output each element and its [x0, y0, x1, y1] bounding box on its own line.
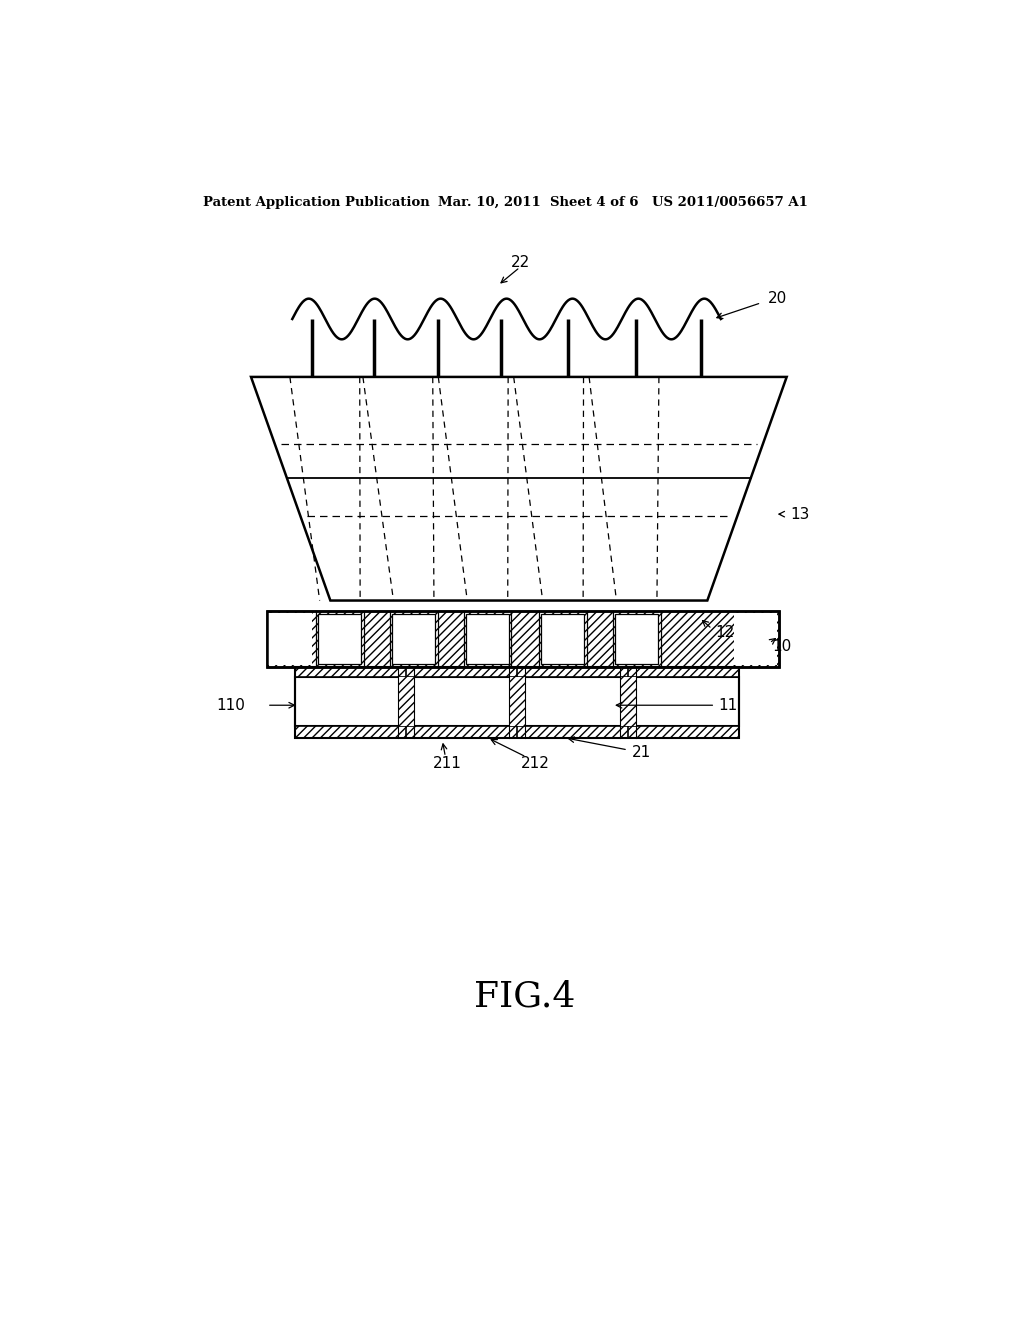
Bar	[268, 612, 312, 664]
Bar	[620, 677, 636, 726]
Bar	[615, 614, 658, 664]
Text: 211: 211	[432, 755, 462, 771]
Bar	[466, 614, 509, 664]
Text: 11: 11	[719, 698, 737, 713]
Bar	[397, 677, 414, 726]
Bar	[397, 677, 414, 726]
Bar	[392, 614, 435, 664]
Bar	[295, 677, 739, 726]
Text: 21: 21	[632, 746, 651, 760]
Text: US 2011/0056657 A1: US 2011/0056657 A1	[652, 195, 808, 209]
Text: 212: 212	[520, 755, 550, 771]
Bar	[733, 612, 777, 664]
Bar	[295, 667, 739, 738]
Text: 20: 20	[768, 292, 786, 306]
Text: Mar. 10, 2011  Sheet 4 of 6: Mar. 10, 2011 Sheet 4 of 6	[437, 195, 638, 209]
Bar	[620, 677, 636, 726]
Bar	[295, 667, 739, 677]
Bar	[318, 614, 361, 664]
Bar	[295, 726, 739, 738]
Text: 110: 110	[217, 698, 246, 713]
Bar	[267, 611, 778, 667]
Text: 10: 10	[772, 639, 792, 653]
Bar	[267, 611, 778, 667]
Text: 22: 22	[510, 255, 529, 269]
Text: 12: 12	[715, 624, 734, 640]
Bar	[509, 677, 524, 726]
Bar	[267, 611, 778, 667]
Bar	[295, 667, 739, 677]
Bar	[509, 677, 524, 726]
Bar	[295, 726, 739, 738]
Text: FIG.4: FIG.4	[474, 979, 575, 1014]
Bar	[542, 614, 585, 664]
Text: 13: 13	[791, 507, 810, 521]
Text: Patent Application Publication: Patent Application Publication	[204, 195, 430, 209]
